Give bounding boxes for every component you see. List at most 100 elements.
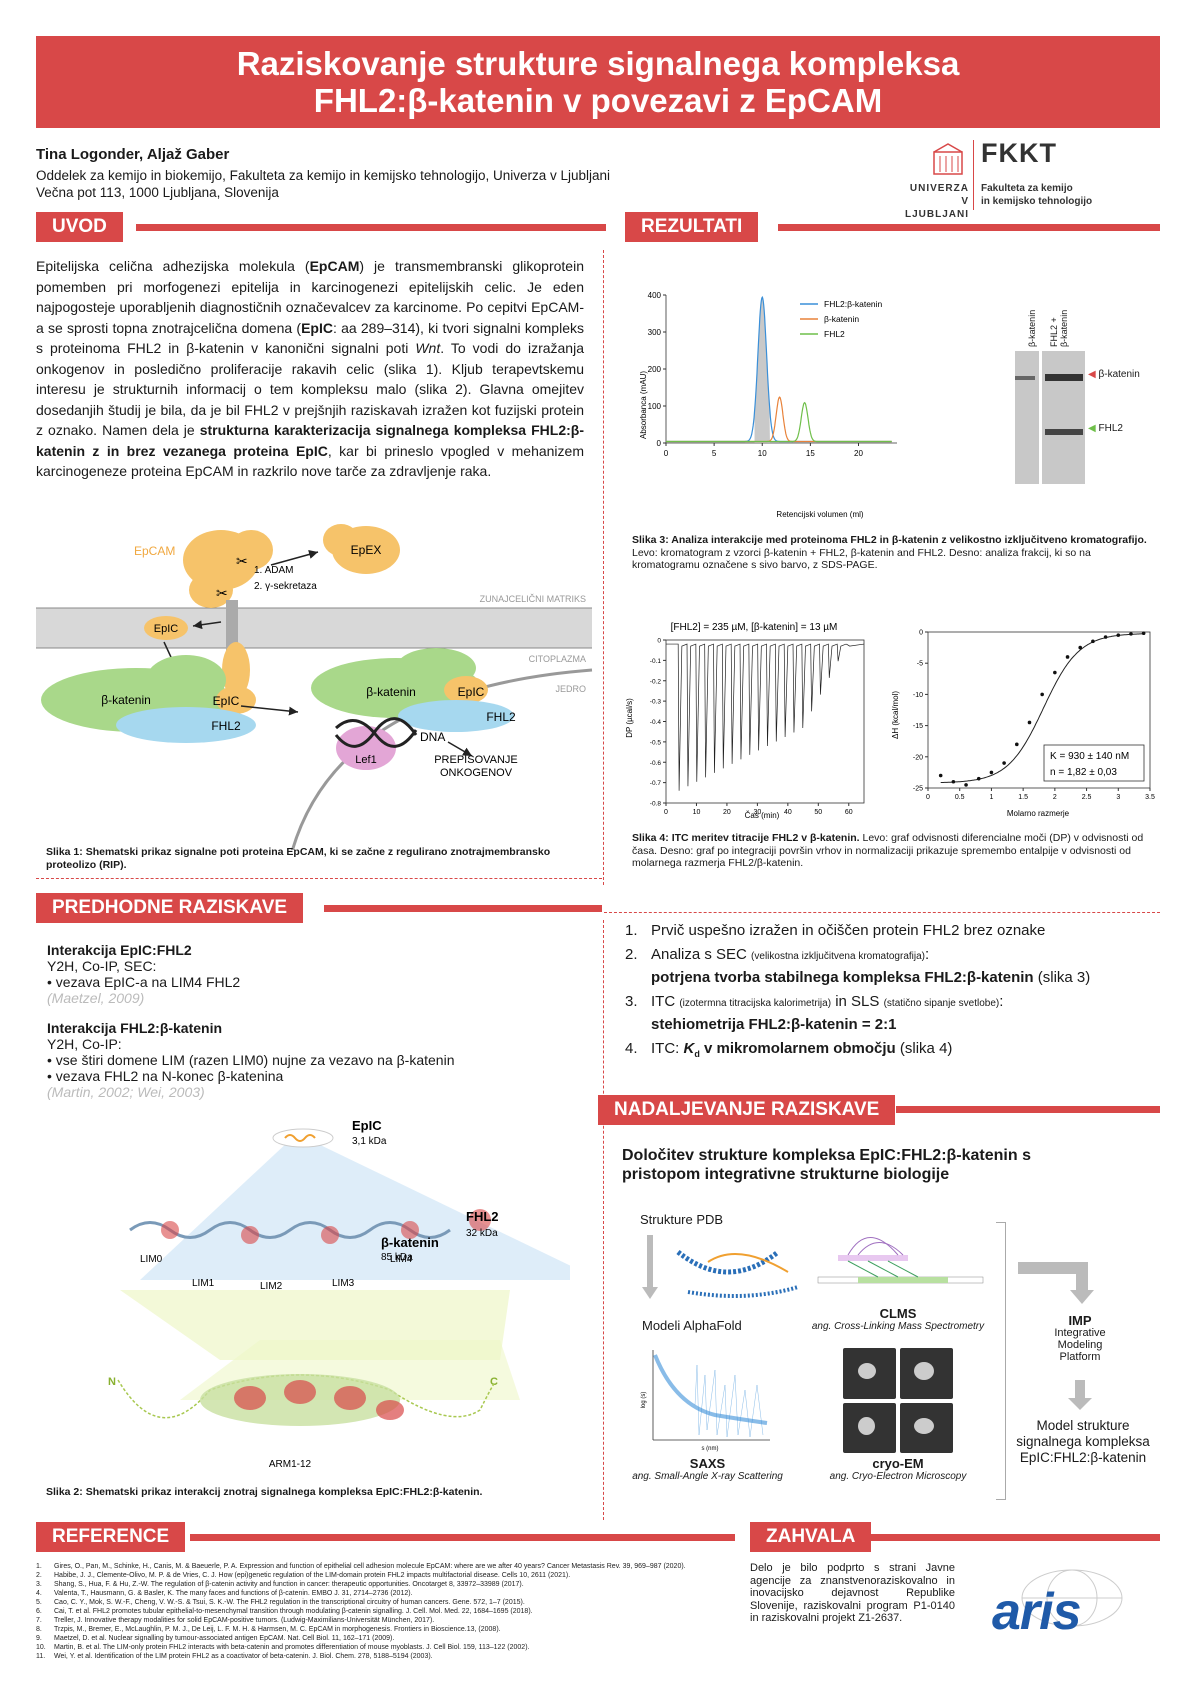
saxs-sublabel: ang. Small-Angle X-ray Scattering	[632, 1471, 783, 1482]
author-block: Tina Logonder, Aljaž Gaber Oddelek za ke…	[36, 146, 610, 201]
clms-label-block: CLMS ang. Cross-Linking Mass Spectrometr…	[808, 1306, 988, 1332]
text-run: ) je transmembranski glikoprotein pomemb…	[36, 258, 584, 336]
reference-item: 2. Habibe, J. J., Clemente-Olivo, M. P. &…	[36, 1572, 571, 1579]
y-tick-label: -0.3	[650, 699, 662, 706]
model-line: Model strukture	[1036, 1418, 1130, 1433]
arm-label: ARM1-12	[269, 1459, 312, 1470]
sec-xlabel: Retencijski volumen (ml)	[776, 510, 863, 519]
column-divider	[603, 250, 604, 885]
sec-ylabel: Absorbanca (mAU)	[639, 371, 648, 439]
y-tick-label: -0.5	[650, 739, 662, 746]
clms-label: CLMS	[879, 1306, 917, 1321]
itc-xlabel: Čas (min)	[745, 811, 780, 820]
cytoplasmic-complex	[41, 655, 256, 743]
interaction-heading-2: Interakcija FHL2:β-katenin	[47, 1020, 223, 1036]
imp-line: Modeling	[1057, 1339, 1103, 1351]
bkat-structure	[200, 1374, 404, 1426]
section-rule	[870, 1534, 1160, 1541]
cryo-sublabel: ang. Cryo-Electron Microscopy	[829, 1471, 967, 1482]
data-point	[1078, 645, 1083, 650]
clms-crosslink-image	[817, 1237, 984, 1284]
univerza-line-2: V LJUBLJANI	[904, 196, 969, 220]
thermogram-trace	[666, 643, 865, 791]
data-point	[1129, 632, 1133, 636]
column-divider	[603, 920, 604, 1520]
arrow-head	[1070, 1290, 1094, 1304]
x-tick-label: 3	[1116, 794, 1120, 801]
figure-4-caption: Slika 4: ITC meritev titracije FHL2 v β-…	[632, 832, 1152, 870]
x-tick-label: 60	[845, 809, 853, 816]
ul-fkkt-logo: FKKT UNIVERZA V LJUBLJANI Fakulteta za k…	[895, 138, 1120, 220]
sds-page-gel: β-katenin FHL2 + β-katenin ◀ β-katenin ◀…	[1005, 283, 1155, 488]
elbow-arrow-icon	[1018, 1262, 1088, 1274]
epic-label: EpIC	[352, 1118, 382, 1133]
y-tick-label: 200	[648, 365, 662, 374]
cryo-label-block: cryo-EM ang. Cryo-Electron Microscopy	[818, 1456, 978, 1482]
plot-frame	[927, 631, 1151, 789]
y-tick-label: -0.4	[650, 719, 662, 726]
reference-item: 6. Cai, T. et al. FHL2 promotes tubular e…	[36, 1608, 533, 1615]
y-tick-label: -5	[917, 661, 923, 668]
fhl2-label: FHL2	[466, 1209, 499, 1224]
saxs-label: SAXS	[689, 1456, 726, 1471]
bracket	[996, 1222, 1006, 1500]
fit-curve	[940, 633, 1143, 783]
affiliation-2: Večna pot 113, 1000 Ljubljana, Slovenija	[36, 185, 279, 200]
figure-2-caption: Slika 2: Shematski prikaz interakcij zno…	[46, 1486, 483, 1498]
text-run: strukturna karakterizacija signalnega ko…	[36, 422, 584, 459]
faculty-line-2: in kemijsko tehnologijo	[981, 196, 1093, 207]
text-run: Epitelijska celična adhezijska molekula …	[36, 258, 310, 274]
faculty-line-1: Fakulteta za kemijo	[981, 183, 1073, 194]
saxs-label-block: SAXS ang. Small-Angle X-ray Scattering	[625, 1456, 790, 1482]
x-tick-label: 0.5	[955, 794, 965, 801]
text-run: : aa 289–314), ki tvori signalni komplek…	[36, 319, 584, 357]
x-tick-label: 10	[693, 809, 701, 816]
title-line-2: FHL2:β-katenin v povezavi z EpCAM	[313, 82, 883, 119]
data-point	[976, 776, 981, 781]
x-tick-label: 40	[784, 809, 792, 816]
legend-label: FHL2	[824, 329, 845, 339]
series-line	[666, 396, 892, 443]
x-tick-label: 0	[926, 794, 930, 801]
data-point	[1141, 631, 1146, 636]
text-run: , kar bi prineslo vpogled v mehanizem ka…	[36, 442, 584, 480]
epcam-protein	[183, 530, 273, 698]
data-point	[1065, 655, 1070, 659]
figure-1-signaling-pathway: ZUNAJCELIČNI MATRIKS CITOPLAZMA JEDRO Ep…	[36, 524, 593, 850]
data-point	[1091, 639, 1095, 644]
dna-helix-icon	[334, 719, 418, 748]
clms-sublabel: ang. Cross-Linking Mass Spectrometry	[811, 1321, 985, 1332]
model-line: EpIC:FHL2:β-katenin	[1019, 1450, 1147, 1465]
pdb-structure-image	[676, 1250, 799, 1298]
x-tick-label: 2.5	[1082, 794, 1092, 801]
caption-bold: Slika 4: ITC meritev titracije FHL2 v β-…	[632, 832, 860, 844]
reference-item: 8. Trzpis, M., Bremer, E., McLaughlin, P.…	[36, 1626, 501, 1633]
y-tick-label: 300	[648, 328, 662, 337]
data-point	[1116, 633, 1121, 637]
finding-1: • vezava EpIC-a na LIM4 FHL2	[47, 974, 241, 990]
model-line: signalnega kompleksa	[1016, 1434, 1150, 1449]
y-tick-label: -0.8	[650, 801, 662, 808]
y-tick-label: -0.2	[650, 678, 662, 685]
section-header-zahvala: ZAHVALA	[750, 1522, 872, 1552]
text-run: . To vodi do izražanja onkogenov in posl…	[36, 340, 584, 438]
figure-2-complex-structure: EpIC 3,1 kDa FHL2 32 kDa LIM0 LIM1 LIM2 …	[108, 1118, 570, 1470]
y-tick-label: 0	[657, 439, 662, 448]
acknowledgement-text: Delo je bilo podprto s strani Javne agen…	[750, 1562, 955, 1624]
result-item-4: 4. ITC: Kd v mikromolarnem območju (slika…	[625, 1040, 953, 1059]
fkkt-wordmark: FKKT	[981, 138, 1057, 168]
arrow-head	[1068, 1398, 1092, 1410]
data-point	[964, 783, 968, 787]
finding-2b: • vezava FHL2 na N-konec β-katenina	[47, 1068, 284, 1084]
alphafold-label: Modeli AlphaFold	[642, 1318, 742, 1333]
divider	[604, 912, 1160, 913]
data-point	[1053, 670, 1057, 675]
imp-label: IMP	[1068, 1313, 1092, 1328]
section-rule	[136, 224, 606, 231]
pdb-label: Strukture PDB	[640, 1212, 724, 1227]
data-point	[951, 779, 956, 784]
x-tick-label: 10	[758, 449, 767, 458]
matrix-label: ZUNAJCELIČNI MATRIKS	[480, 594, 586, 604]
x-tick-label: 50	[814, 809, 822, 816]
result-item-1: 1. Prvič uspešno izražen in očiščen prote…	[625, 922, 1046, 939]
